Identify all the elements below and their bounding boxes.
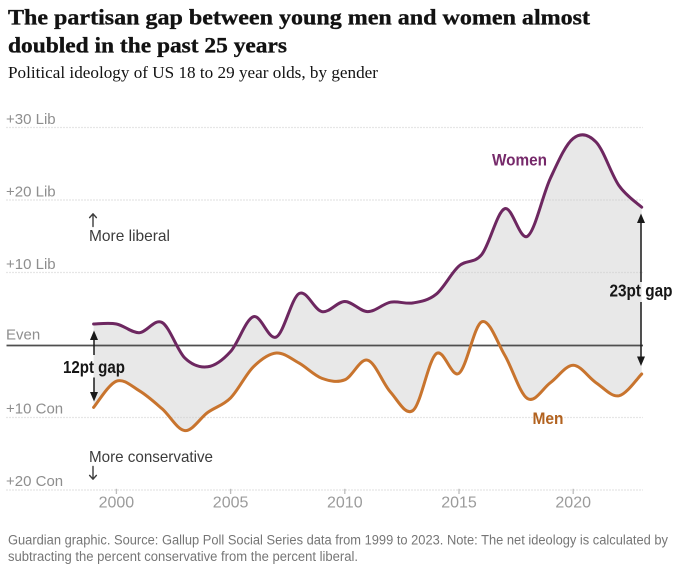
svg-text:2015: 2015 bbox=[441, 495, 477, 512]
svg-text:2000: 2000 bbox=[99, 495, 135, 512]
svg-text:More conservative: More conservative bbox=[89, 449, 213, 466]
svg-text:Men: Men bbox=[533, 410, 564, 428]
svg-text:12pt gap: 12pt gap bbox=[63, 357, 125, 377]
svg-text:Women: Women bbox=[492, 152, 547, 170]
svg-text:More liberal: More liberal bbox=[89, 228, 170, 245]
svg-text:2005: 2005 bbox=[213, 495, 249, 512]
svg-text:subtracting the percent conser: subtracting the percent conservative fro… bbox=[8, 549, 358, 564]
svg-text:+30 Lib: +30 Lib bbox=[6, 111, 56, 128]
svg-text:23pt gap: 23pt gap bbox=[610, 281, 673, 301]
svg-text:+10 Con: +10 Con bbox=[6, 401, 63, 418]
svg-text:+10 Lib: +10 Lib bbox=[6, 256, 56, 273]
svg-text:The partisan gap between young: The partisan gap between young men and w… bbox=[8, 5, 591, 30]
svg-text:Even: Even bbox=[6, 327, 40, 344]
svg-text:doubled in the past 25 years: doubled in the past 25 years bbox=[8, 33, 287, 58]
svg-text:Political ideology of US 18 to: Political ideology of US 18 to 29 year o… bbox=[8, 63, 378, 82]
svg-text:Guardian graphic. Source: Gall: Guardian graphic. Source: Gallup Poll So… bbox=[8, 533, 668, 548]
svg-text:2010: 2010 bbox=[327, 495, 363, 512]
svg-text:+20 Lib: +20 Lib bbox=[6, 184, 56, 201]
svg-text:+20 Con: +20 Con bbox=[6, 473, 63, 490]
svg-text:2020: 2020 bbox=[555, 495, 591, 512]
